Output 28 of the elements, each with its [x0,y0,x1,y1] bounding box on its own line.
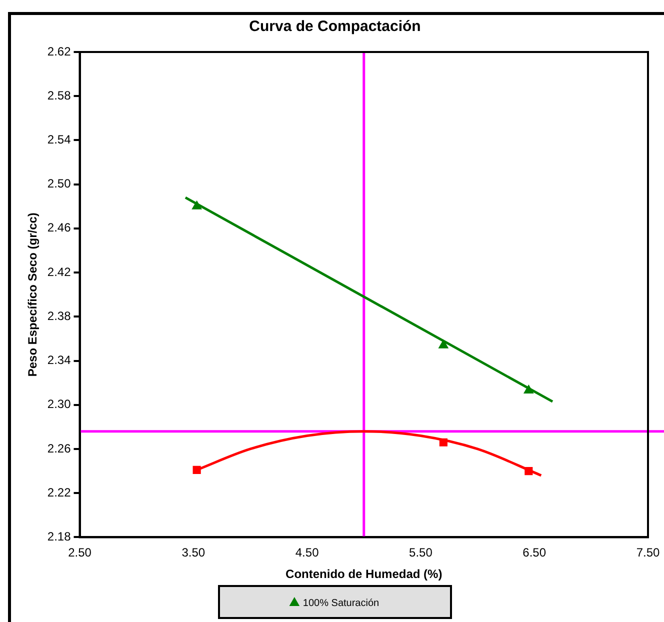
y-tick-label: 2.38 [47,308,72,323]
point [439,438,448,446]
y-tick-label: 2.54 [47,132,72,147]
x-tick-label: 6.50 [522,546,546,560]
x-axis-title: Contenido de Humedad (%) [286,567,442,582]
point [192,466,201,474]
x-tick-label: 2.50 [68,546,92,560]
x-tick-label: 5.50 [409,546,433,560]
y-tick-label: 2.42 [47,264,72,279]
y-tick-label: 2.26 [47,441,72,456]
x-tick-label: 3.50 [182,546,206,560]
x-tick-label: 4.50 [295,546,320,560]
point [192,200,202,210]
y-tick-label: 2.62 [47,44,72,58]
y-tick-label: 2.18 [47,530,72,544]
y-tick-label: 2.30 [47,397,72,412]
y-tick-label: 2.22 [47,485,72,500]
y-tick-label: 2.58 [47,88,72,102]
legend-label: 100% Saturación [302,598,380,609]
y-tick-label: 2.46 [47,220,72,235]
y-axis-title: Peso Específico Seco (gr/cc) [26,212,40,377]
x-tick-label: 7.50 [636,546,660,560]
point [524,467,533,476]
y-tick-label: 2.34 [47,353,72,368]
point [438,340,448,348]
point [524,385,534,394]
y-tick-label: 2.50 [47,176,72,191]
chart-title: Curva de Compactación [249,18,421,36]
